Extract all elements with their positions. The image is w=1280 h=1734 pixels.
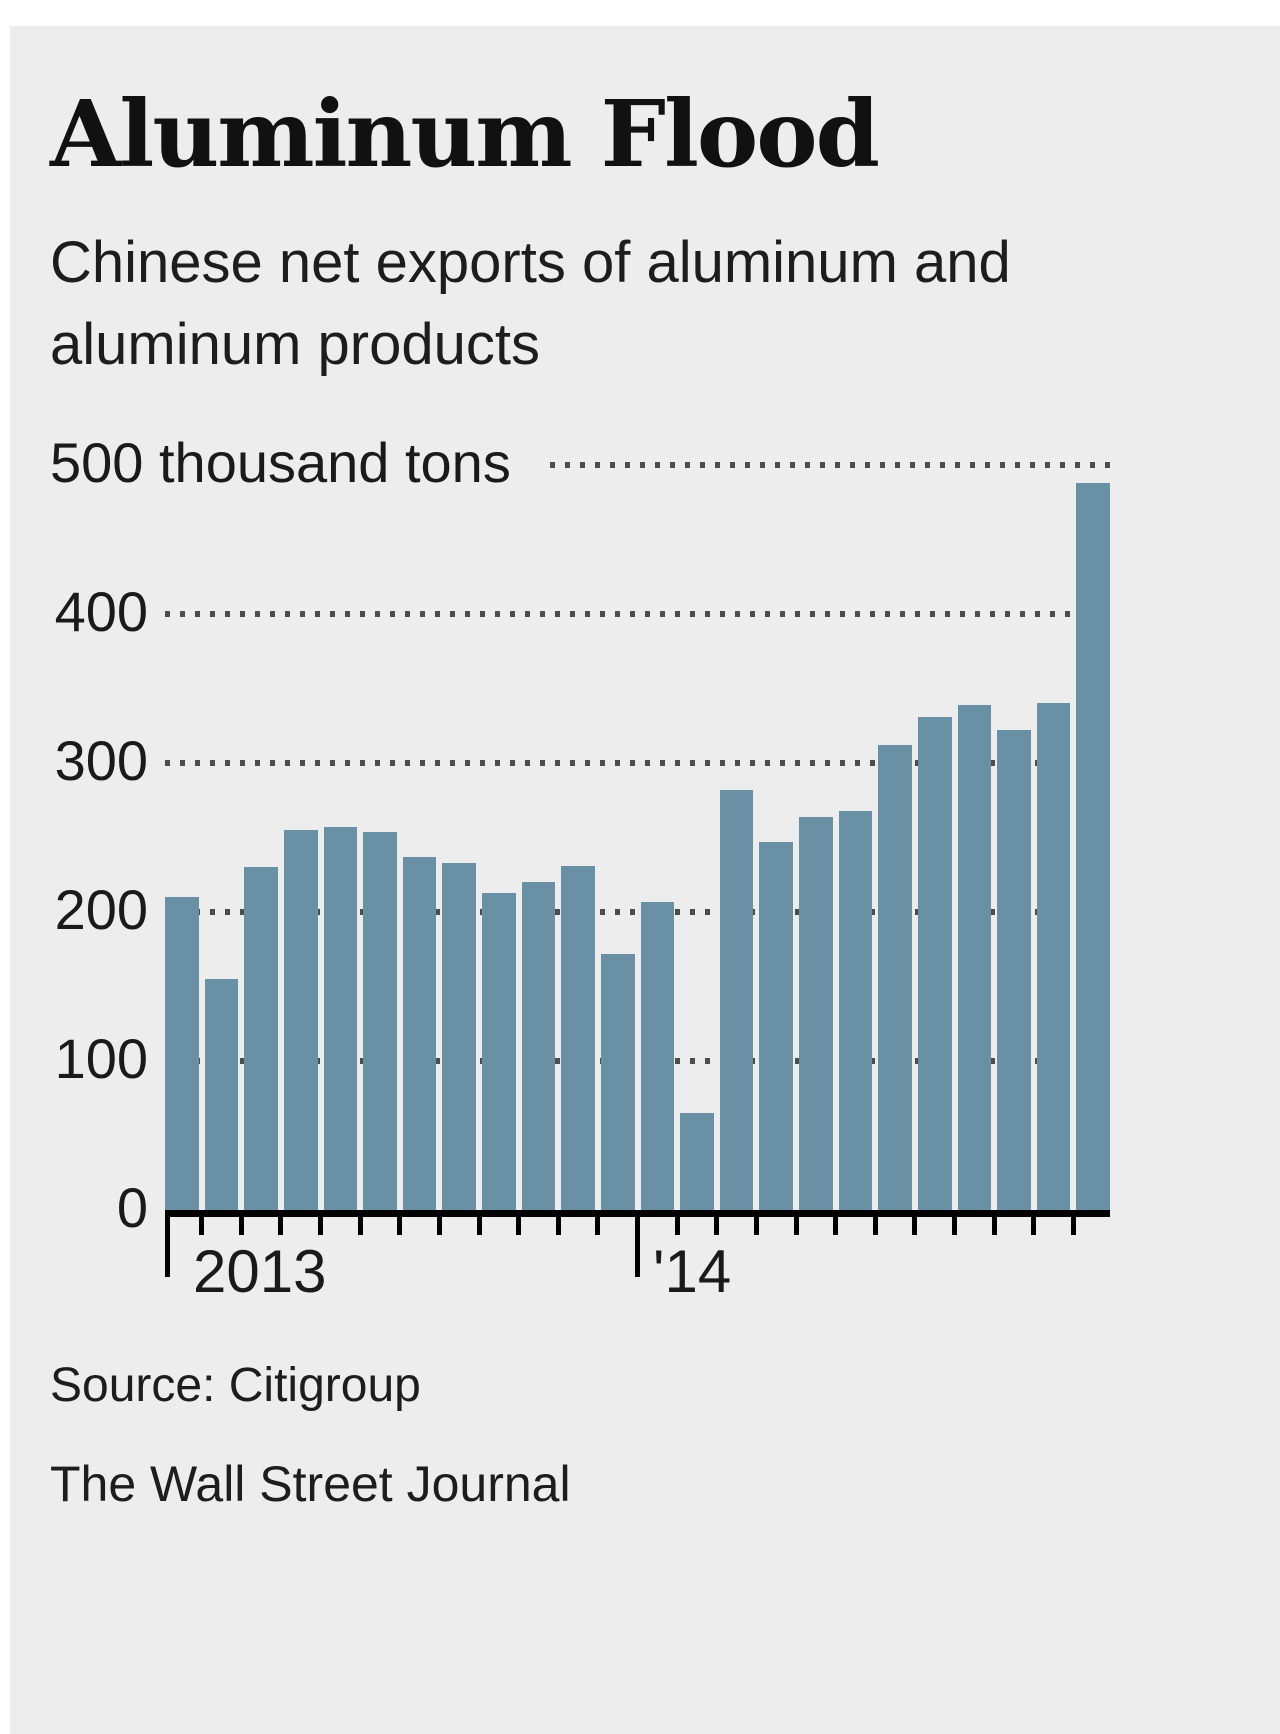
bar-11 — [561, 865, 595, 1210]
month-tick — [476, 1213, 482, 1235]
month-tick — [1031, 1213, 1037, 1235]
y-axis-top-label: 500 thousand tons — [50, 430, 511, 494]
month-tick — [397, 1213, 403, 1235]
month-tick — [436, 1213, 442, 1235]
bar-10 — [521, 882, 556, 1210]
bar-5 — [323, 827, 358, 1210]
year-tick — [635, 1213, 640, 1277]
month-tick — [318, 1213, 323, 1235]
month-tick — [833, 1213, 839, 1235]
month-tick — [595, 1213, 601, 1235]
x-label-14: '14 — [653, 1238, 732, 1305]
bar-14 — [680, 1113, 714, 1210]
bar-16 — [759, 841, 793, 1210]
bar-19 — [878, 745, 912, 1210]
chart-subtitle: Chinese net exports of aluminum and alum… — [50, 230, 1011, 378]
bar-4 — [283, 830, 318, 1210]
month-tick — [1070, 1213, 1076, 1235]
bar-23 — [1036, 703, 1071, 1210]
bar-7 — [402, 856, 437, 1210]
month-tick — [238, 1213, 244, 1235]
bar-2 — [204, 979, 239, 1210]
bar-9 — [482, 892, 516, 1210]
bar-21 — [957, 704, 992, 1210]
year-tick — [165, 1213, 170, 1277]
month-tick — [357, 1213, 363, 1235]
bar-18 — [838, 810, 873, 1210]
month-tick — [278, 1213, 284, 1235]
y-tick-label-200: 200 — [54, 877, 148, 941]
bar-1 — [165, 897, 199, 1210]
y-tick-label-100: 100 — [54, 1026, 148, 1090]
gridline-100 — [165, 1058, 1110, 1064]
source-line: Source: Citigroup — [50, 1359, 421, 1412]
month-tick — [753, 1213, 759, 1235]
y-tick-label-300: 300 — [54, 728, 148, 792]
chart-title: Aluminum Flood — [50, 80, 880, 188]
gridline-400 — [165, 611, 1110, 617]
bar-series — [165, 465, 1110, 1210]
bar-3 — [244, 867, 278, 1210]
gridline-200 — [165, 909, 1110, 915]
y-tick-label-400: 400 — [54, 579, 148, 643]
bar-8 — [442, 862, 476, 1210]
bar-6 — [363, 831, 397, 1210]
month-tick — [555, 1213, 561, 1235]
month-tick — [199, 1213, 205, 1235]
month-tick — [674, 1213, 680, 1235]
month-tick — [912, 1213, 918, 1235]
gridline-300 — [165, 760, 1110, 766]
bar-22 — [997, 730, 1031, 1210]
x-label-2013: 2013 — [193, 1238, 327, 1305]
month-tick — [516, 1213, 522, 1235]
bar-17 — [799, 816, 833, 1210]
credit-line: The Wall Street Journal — [50, 1456, 571, 1512]
month-tick — [793, 1213, 799, 1235]
gridline-500 — [550, 462, 1110, 468]
month-tick — [872, 1213, 878, 1235]
y-tick-label-0: 0 — [116, 1175, 148, 1239]
bar-15 — [719, 789, 754, 1210]
bar-20 — [917, 716, 952, 1210]
month-tick — [952, 1213, 957, 1235]
gridlines — [165, 462, 1110, 1210]
bar-12 — [600, 953, 635, 1210]
bar-24 — [1076, 482, 1110, 1210]
month-tick — [991, 1213, 997, 1235]
plot-area — [165, 462, 1110, 1210]
bar-13 — [640, 901, 675, 1210]
month-tick — [714, 1213, 720, 1235]
x-axis-ticks: 2013 '14 — [165, 1213, 1110, 1323]
y-axis-labels: 0 100 200 300 400 — [40, 465, 148, 1239]
